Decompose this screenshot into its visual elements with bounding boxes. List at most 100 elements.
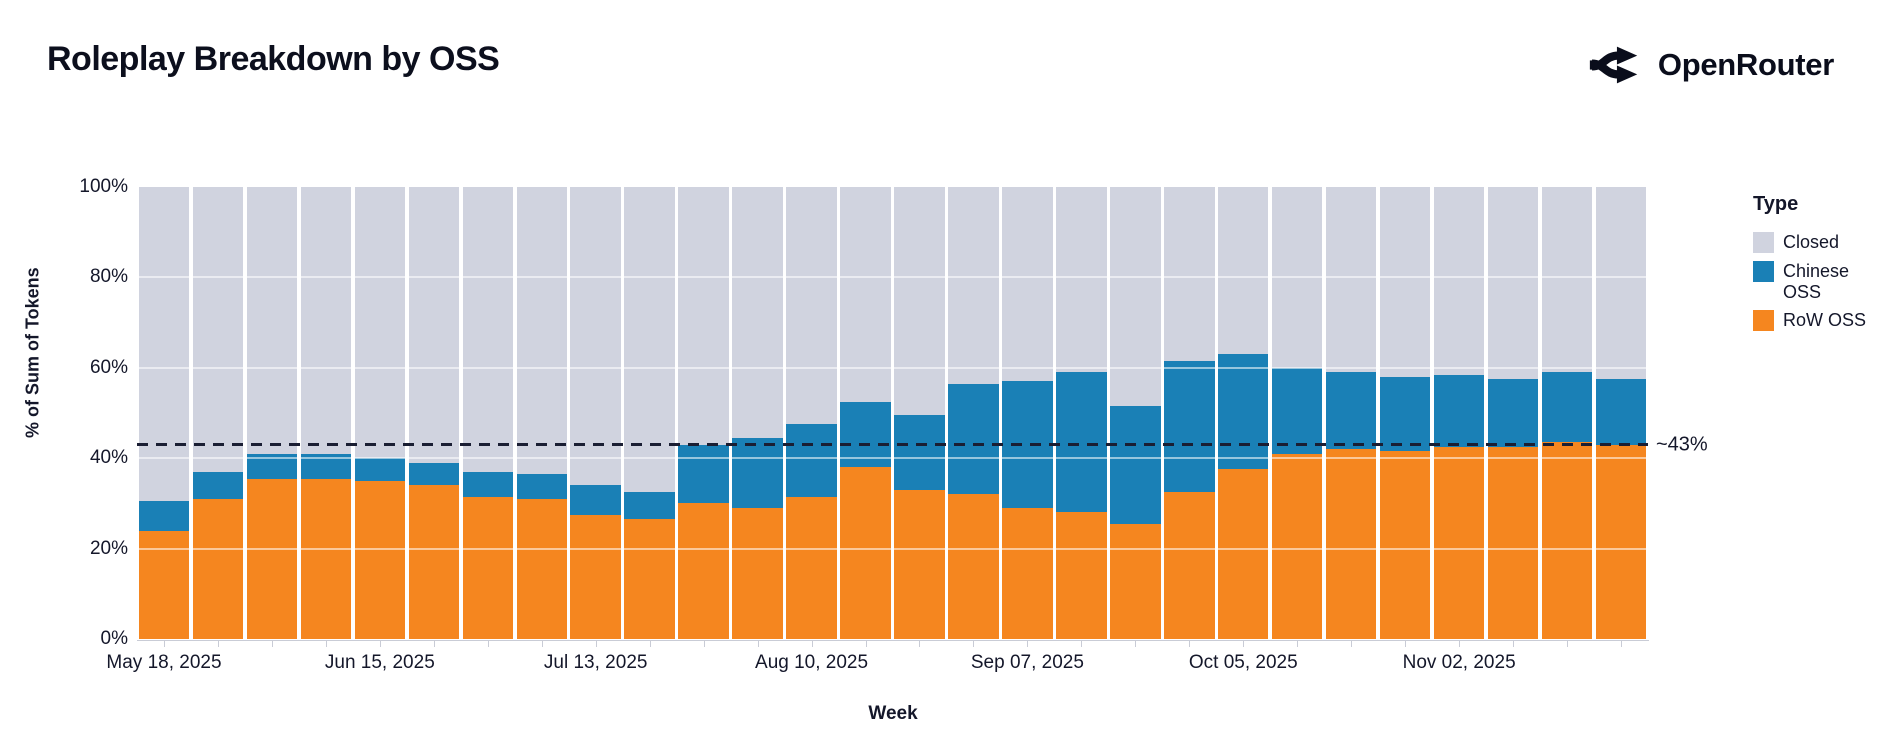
bar-jul-27-2025[interactable] [678,187,729,639]
row-oss-segment[interactable] [948,494,999,639]
row-oss-segment[interactable] [1164,492,1215,639]
closed-segment[interactable] [462,187,513,472]
bar-nov-09-2025[interactable] [1487,187,1539,639]
bar-may-25-2025[interactable] [192,187,244,639]
row-oss-segment[interactable] [1541,442,1593,639]
chinese-oss-segment[interactable] [1110,406,1161,524]
row-oss-segment[interactable] [1325,449,1377,639]
row-oss-segment[interactable] [1002,507,1053,639]
legend-item-chinese-oss[interactable]: Chinese OSS [1753,261,1873,302]
bar-sep-14-2025[interactable] [1056,187,1107,639]
row-oss-segment[interactable] [408,485,460,639]
closed-segment[interactable] [1164,187,1215,362]
chinese-oss-segment[interactable] [138,501,190,531]
bar-nov-02-2025[interactable] [1433,187,1485,639]
row-oss-segment[interactable] [1218,469,1269,639]
closed-segment[interactable] [1325,187,1377,373]
bar-sep-07-2025[interactable] [1002,187,1053,639]
chinese-oss-segment[interactable] [1056,372,1107,513]
row-oss-segment[interactable] [840,467,891,639]
closed-segment[interactable] [1487,187,1539,380]
closed-segment[interactable] [840,187,891,402]
closed-segment[interactable] [1379,187,1431,377]
row-oss-segment[interactable] [1110,523,1161,639]
closed-segment[interactable] [624,187,675,493]
chinese-oss-segment[interactable] [1433,374,1485,447]
chinese-oss-segment[interactable] [894,415,945,490]
closed-segment[interactable] [678,187,729,445]
closed-segment[interactable] [1218,187,1269,355]
row-oss-segment[interactable] [786,496,837,639]
chinese-oss-segment[interactable] [354,458,406,481]
bar-aug-24-2025[interactable] [894,187,945,639]
bar-jun-01-2025[interactable] [246,187,298,639]
chinese-oss-segment[interactable] [1379,376,1431,452]
chinese-oss-segment[interactable] [462,471,513,497]
bar-jul-06-2025[interactable] [516,187,567,639]
row-oss-segment[interactable] [300,478,352,639]
chinese-oss-segment[interactable] [624,492,675,520]
closed-segment[interactable] [516,187,567,475]
bar-jun-15-2025[interactable] [354,187,406,639]
bar-jun-08-2025[interactable] [300,187,352,639]
closed-segment[interactable] [300,187,352,454]
bar-jun-22-2025[interactable] [408,187,460,639]
chinese-oss-segment[interactable] [678,444,729,504]
row-oss-segment[interactable] [354,480,406,639]
legend-item-row-oss[interactable]: RoW OSS [1753,310,1873,332]
closed-segment[interactable] [1433,187,1485,375]
bar-aug-03-2025[interactable] [732,187,783,639]
row-oss-segment[interactable] [624,519,675,639]
closed-segment[interactable] [732,187,783,438]
row-oss-segment[interactable] [1379,451,1431,639]
chinese-oss-segment[interactable] [300,453,352,479]
chinese-oss-segment[interactable] [192,471,244,499]
bar-oct-12-2025[interactable] [1272,187,1323,639]
bar-sep-28-2025[interactable] [1164,187,1215,639]
bar-oct-05-2025[interactable] [1218,187,1269,639]
closed-segment[interactable] [246,187,298,454]
bar-aug-31-2025[interactable] [948,187,999,639]
chinese-oss-segment[interactable] [246,453,298,479]
chinese-oss-segment[interactable] [1487,379,1539,447]
chinese-oss-segment[interactable] [570,485,621,515]
bar-aug-17-2025[interactable] [840,187,891,639]
chinese-oss-segment[interactable] [1218,354,1269,470]
chinese-oss-segment[interactable] [1541,372,1593,443]
bar-nov-16-2025[interactable] [1541,187,1593,639]
row-oss-segment[interactable] [192,498,244,639]
chinese-oss-segment[interactable] [948,383,999,495]
chinese-oss-segment[interactable] [1325,372,1377,450]
legend-item-closed[interactable]: Closed [1753,232,1873,253]
bar-jun-29-2025[interactable] [462,187,513,639]
row-oss-segment[interactable] [1595,444,1647,639]
row-oss-segment[interactable] [246,478,298,639]
row-oss-segment[interactable] [138,530,190,639]
bar-nov-23-2025[interactable] [1595,187,1647,639]
closed-segment[interactable] [1002,187,1053,382]
closed-segment[interactable] [1272,187,1323,368]
chinese-oss-segment[interactable] [786,424,837,497]
closed-segment[interactable] [948,187,999,384]
row-oss-segment[interactable] [678,503,729,639]
closed-segment[interactable] [192,187,244,472]
closed-segment[interactable] [1110,187,1161,407]
chinese-oss-segment[interactable] [1002,381,1053,508]
row-oss-segment[interactable] [570,514,621,639]
chinese-oss-segment[interactable] [732,437,783,508]
bar-aug-10-2025[interactable] [786,187,837,639]
row-oss-segment[interactable] [516,498,567,639]
closed-segment[interactable] [894,187,945,416]
row-oss-segment[interactable] [1487,446,1539,639]
closed-segment[interactable] [138,187,190,502]
bar-jul-20-2025[interactable] [624,187,675,639]
row-oss-segment[interactable] [732,507,783,639]
row-oss-segment[interactable] [1272,453,1323,639]
closed-segment[interactable] [354,187,406,459]
closed-segment[interactable] [1056,187,1107,373]
chinese-oss-segment[interactable] [1272,367,1323,454]
chinese-oss-segment[interactable] [1164,361,1215,493]
bar-oct-26-2025[interactable] [1379,187,1431,639]
closed-segment[interactable] [570,187,621,486]
bar-jul-13-2025[interactable] [570,187,621,639]
